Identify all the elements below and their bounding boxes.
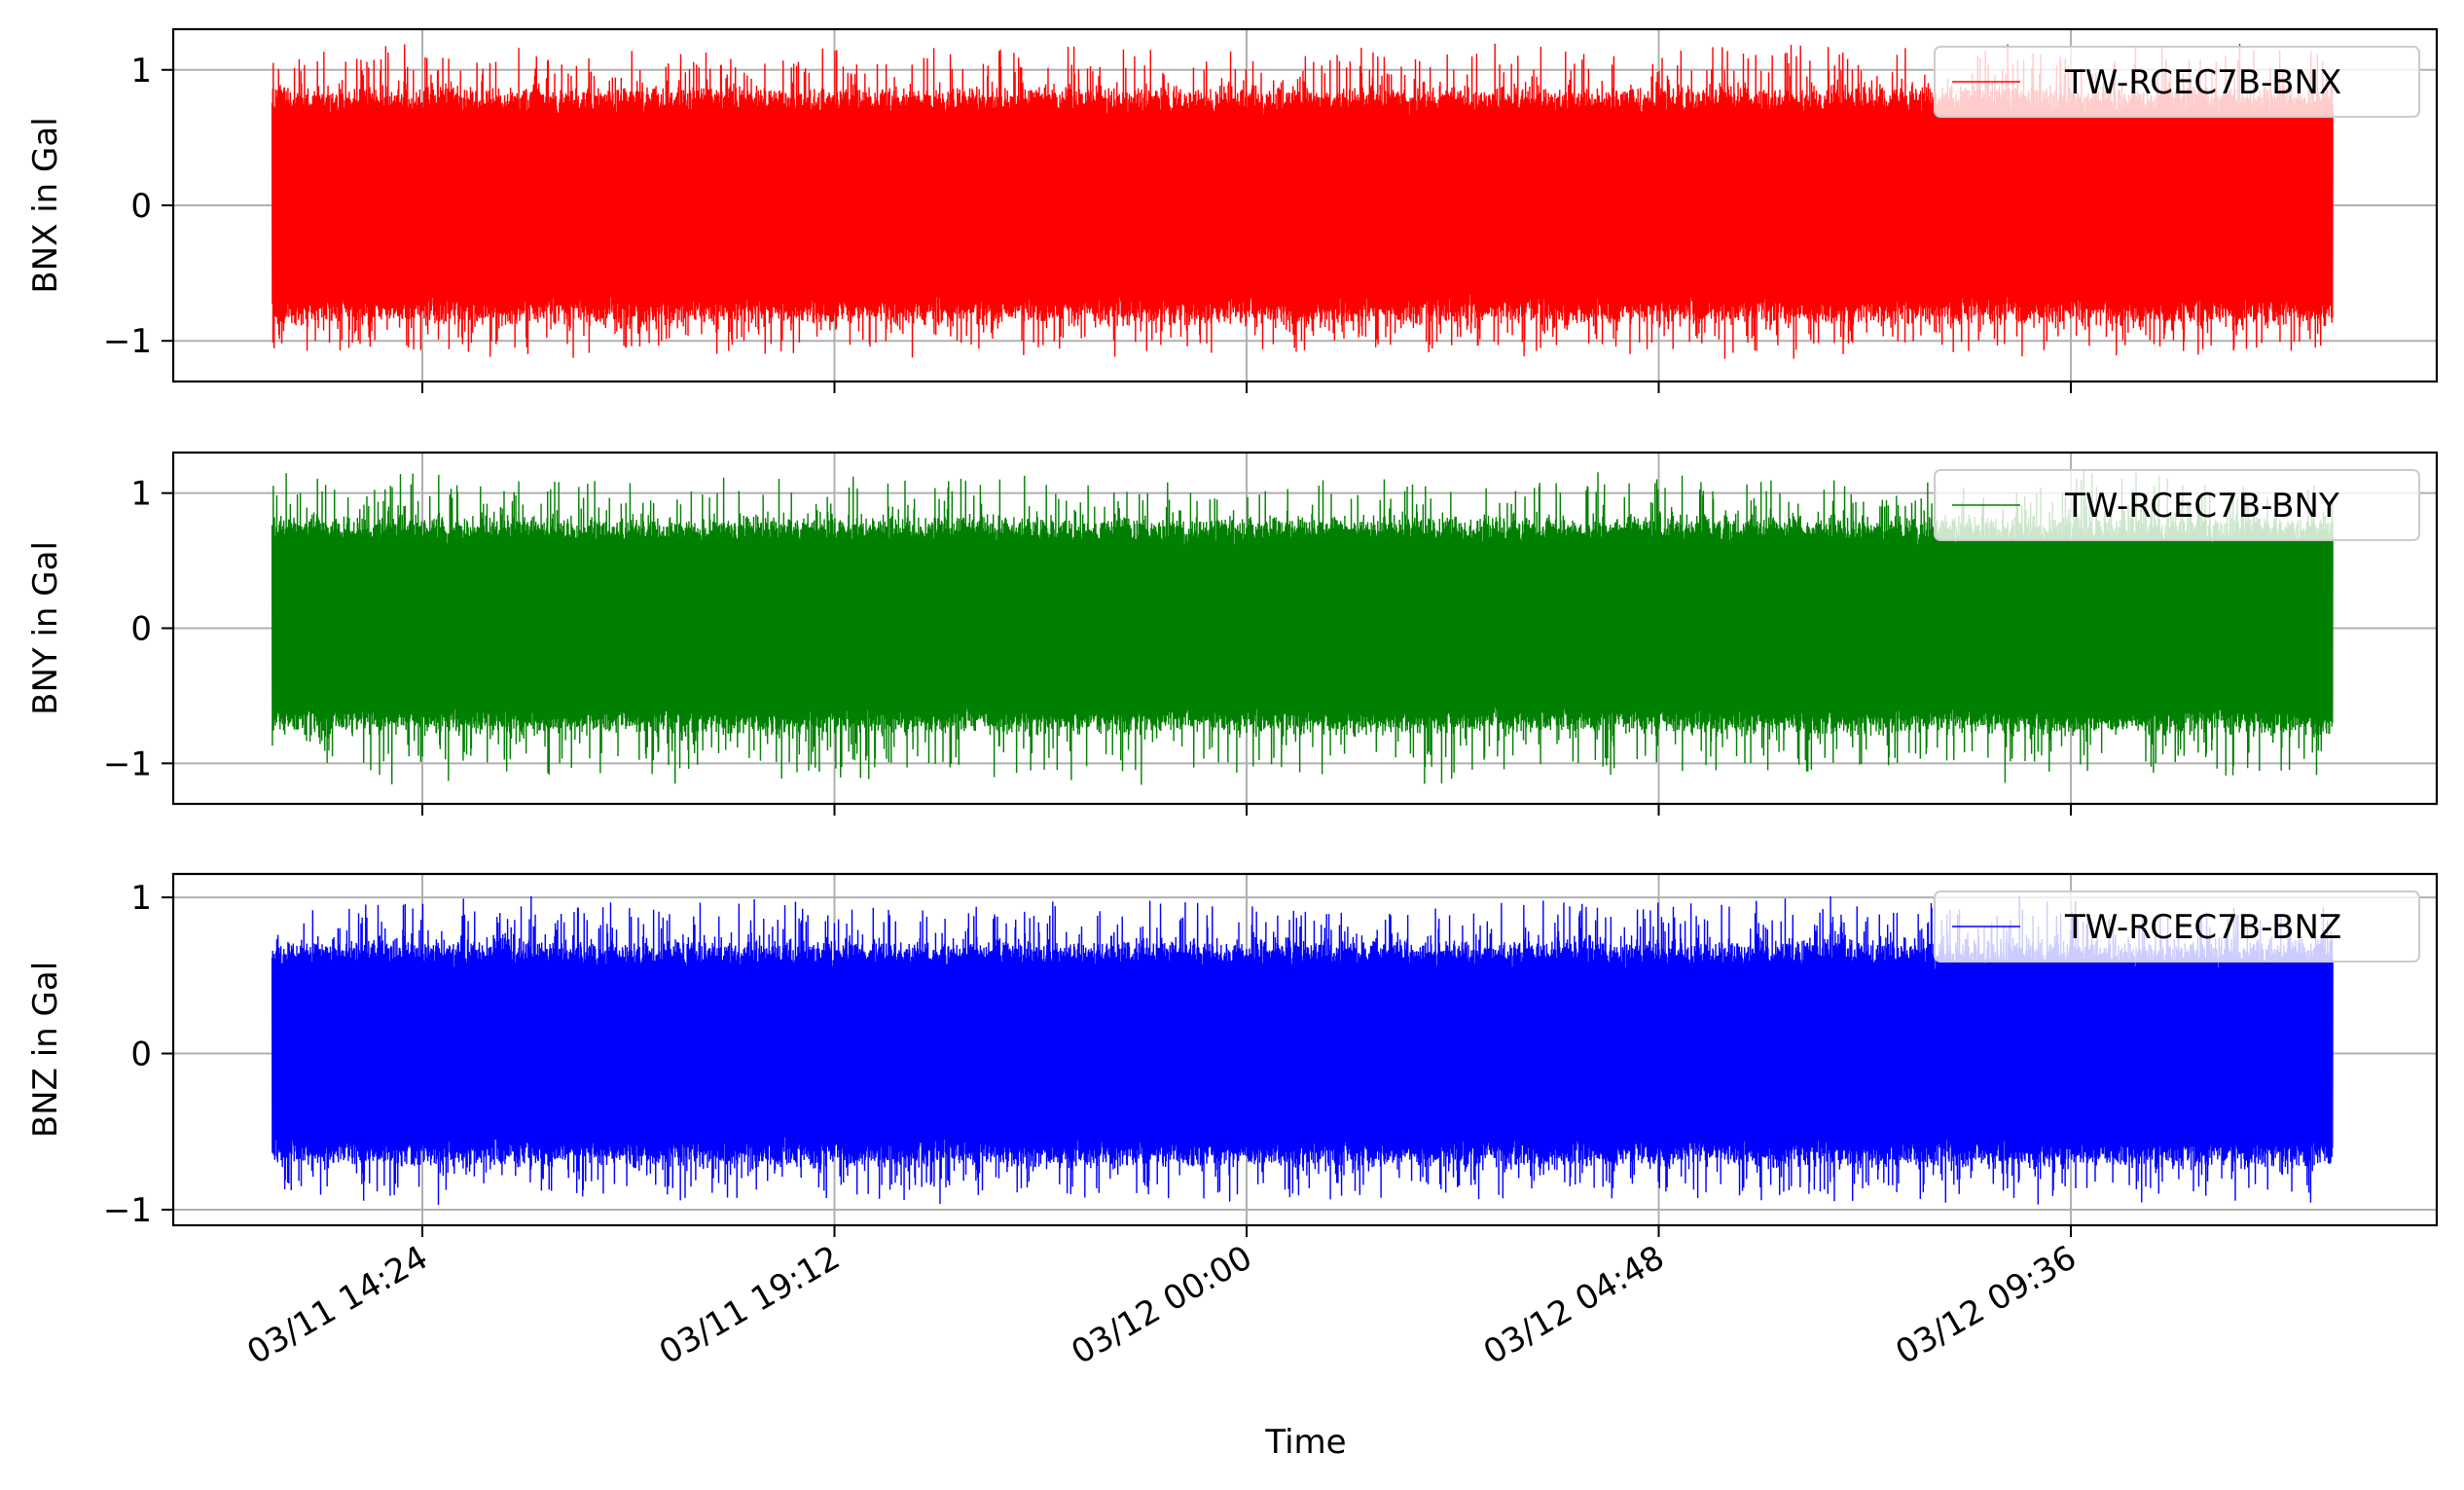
panel-bnz: 1 0 −1 BNZ in Gal TW-RCEC7B-BNZ <box>26 872 2439 1237</box>
legend-box-bnz <box>1934 890 2420 963</box>
panel-bny: 1 0 −1 BNY in Gal TW-RCEC7B-BNY <box>26 451 2439 816</box>
yticks-bny: 1 0 −1 <box>103 475 173 783</box>
yticks-bnx: 1 0 −1 <box>103 52 173 361</box>
axes-frame-bnz <box>171 872 2439 1227</box>
legend-box-bny <box>1934 469 2420 541</box>
ytick-label-bnx-2: −1 <box>103 322 152 361</box>
signal-bnz <box>271 895 2334 1206</box>
xticks-bnx <box>421 382 2072 393</box>
series-line-bnx <box>271 43 2334 359</box>
signal-bnx <box>271 43 2334 359</box>
legend-label-bny: TW-RCEC7B-BNY <box>2064 487 2339 526</box>
ytick-label-bnz-2: −1 <box>103 1191 152 1230</box>
legend-box-bnx <box>1934 46 2420 118</box>
ytick-label-bnx-0: 1 <box>130 52 152 91</box>
ytick-label-bnz-0: 1 <box>130 879 152 918</box>
ytick-label-bny-0: 1 <box>130 475 152 514</box>
yticks-bnz: 1 0 −1 <box>103 879 173 1230</box>
legend-bnz: TW-RCEC7B-BNZ <box>1934 890 2420 963</box>
x-axis-label: Time <box>1264 1423 1346 1462</box>
ylabel-bny: BNY in Gal <box>26 541 65 715</box>
ytick-label-bny-2: −1 <box>103 745 152 783</box>
ytick-label-bnz-1: 0 <box>130 1036 152 1074</box>
legend-label-bnz: TW-RCEC7B-BNZ <box>2064 908 2341 947</box>
signal-bny <box>271 470 2334 785</box>
series-line-bny <box>271 470 2334 785</box>
series-line-bnz <box>271 895 2334 1206</box>
ylabel-bnz: BNZ in Gal <box>26 962 65 1138</box>
legend-label-bnx: TW-RCEC7B-BNX <box>2064 63 2341 102</box>
ytick-label-bny-1: 0 <box>130 610 152 649</box>
xticks-bny <box>421 804 2072 816</box>
ytick-label-bnx-1: 0 <box>130 187 152 226</box>
legend-bny: TW-RCEC7B-BNY <box>1934 469 2420 541</box>
legend-bnx: TW-RCEC7B-BNX <box>1934 46 2420 118</box>
ylabel-bnx: BNX in Gal <box>26 117 65 293</box>
panel-bnx: 1 0 −1 BNX in Gal TW-RCEC7B-BNX <box>26 27 2439 393</box>
xticks-bnz <box>421 1225 2072 1237</box>
